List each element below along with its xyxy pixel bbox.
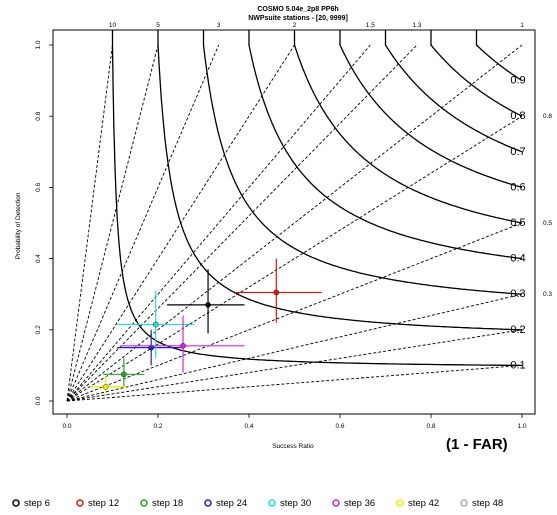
series-point-group [121, 315, 245, 373]
chart-subtitle: NWPsuite stations - [20, 9999] [248, 15, 348, 22]
bias-label: 3 [217, 22, 221, 29]
bias-line [66, 329, 523, 402]
x-axis-ticks: 0.0 0.2 0.4 0.6 0.8 1.0 [62, 414, 527, 430]
data-point [273, 289, 280, 296]
data-point [180, 343, 186, 349]
x-axis-label: Success Ratio [272, 443, 314, 450]
y-tick-label: 0.6 [35, 183, 42, 192]
csi-contour [339, 30, 523, 189]
csi-contour [475, 30, 523, 82]
csi-label: 0.8 [510, 110, 525, 122]
legend-entry: step 48 [472, 498, 503, 509]
y-tick-label: 1.0 [35, 40, 42, 49]
legend-marker [396, 499, 404, 507]
x-tick-label: 0.4 [244, 423, 253, 430]
legend-marker [332, 499, 340, 507]
data-point [152, 321, 159, 328]
csi-label: 0.5 [510, 217, 525, 229]
csi-contour [157, 30, 523, 331]
y-axis-label: Probability of Detection [15, 192, 22, 259]
x-tick-label: 0.0 [62, 423, 71, 430]
legend-marker [268, 499, 276, 507]
bias-line [66, 44, 159, 402]
legend-marker [204, 499, 212, 507]
x-tick-label: 0.2 [153, 423, 162, 430]
bias-label: 5 [156, 22, 160, 29]
csi-label: 0.4 [510, 253, 525, 265]
csi-labels: 0.1 0.2 0.3 0.4 0.5 0.6 0.7 0.8 0.9 [510, 75, 525, 372]
bias-label: 0.3 [543, 291, 552, 298]
x-tick-label: 0.8 [426, 423, 435, 430]
legend-entry: step 18 [152, 498, 183, 509]
x-tick-label: 0.6 [335, 423, 344, 430]
legend-entry: step 6 [24, 498, 50, 509]
csi-contour [111, 30, 522, 367]
legend-marker [12, 499, 20, 507]
legend-entry: step 24 [216, 498, 247, 509]
y-tick-label: 0.4 [35, 254, 42, 263]
bias-labels: 10 5 3 2 1.5 1.3 1 0.8 0.5 0.3 [109, 22, 553, 298]
bias-line [66, 364, 523, 402]
legend-entry: step 30 [280, 498, 311, 509]
y-tick-label: 0.0 [35, 396, 42, 405]
bias-line [66, 44, 418, 402]
csi-contour [202, 30, 523, 295]
legend-entry: step 36 [344, 498, 375, 509]
legend-marker [76, 499, 84, 507]
bias-label: 2 [293, 22, 297, 29]
bias-label: 1.5 [366, 22, 375, 29]
csi-label: 0.7 [510, 146, 525, 158]
data-point [121, 371, 127, 378]
bias-line [66, 44, 220, 402]
csi-contour [430, 30, 523, 117]
y-axis-ticks: 0.0 0.2 0.4 0.6 0.8 1.0 [35, 40, 53, 406]
csi-label: 0.1 [510, 359, 525, 371]
x-tick-label: 1.0 [517, 423, 526, 430]
bias-line [66, 293, 523, 402]
legend-entry: step 42 [408, 498, 439, 509]
chart-title: COSMO 5.04e_2p8 PP6h [257, 6, 338, 13]
series-point-group [117, 290, 195, 359]
legend-marker [140, 499, 148, 507]
series-point-group [167, 269, 245, 334]
csi-contour [293, 30, 523, 224]
bias-lines [66, 44, 523, 402]
csi-label: 0.2 [510, 324, 525, 336]
y-tick-label: 0.2 [35, 325, 42, 334]
legend-entry: step 12 [88, 498, 119, 509]
far-annotation: (1 - FAR) [446, 436, 508, 453]
bias-line [66, 115, 523, 402]
bias-label: 1 [520, 22, 524, 29]
legend-marker [460, 499, 468, 507]
bias-label: 0.5 [543, 220, 552, 227]
series-point-group [235, 258, 322, 323]
csi-label: 0.9 [510, 75, 525, 87]
series-point-group [89, 376, 127, 394]
y-tick-label: 0.8 [35, 111, 42, 120]
legend: step 6 step 12 step 18 step 24 step 30 step 3… [12, 498, 503, 509]
bias-line [66, 44, 371, 402]
data-points [89, 258, 322, 394]
bias-label: 1.3 [412, 22, 421, 29]
data-point [205, 302, 211, 308]
bias-label: 10 [109, 22, 117, 29]
bias-line [66, 222, 523, 402]
csi-contour [248, 30, 523, 260]
data-point [102, 383, 109, 390]
bias-label: 0.8 [543, 113, 552, 120]
csi-label: 0.3 [510, 288, 525, 300]
series-point-group [103, 358, 145, 387]
plot-frame [52, 29, 536, 415]
bias-line [66, 44, 523, 402]
csi-contour [384, 30, 523, 153]
csi-contours [111, 30, 523, 367]
csi-label: 0.6 [510, 181, 525, 193]
